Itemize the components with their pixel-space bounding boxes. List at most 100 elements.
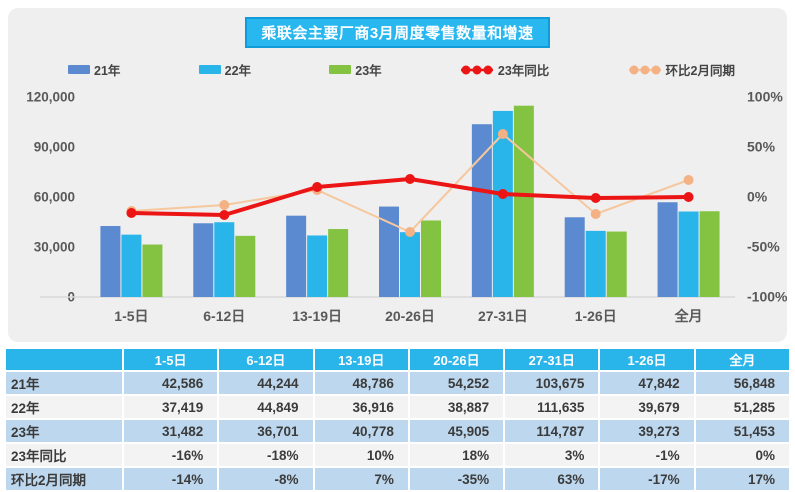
legend-label: 21年 (94, 64, 121, 78)
row-label: 环比2月同期 (4, 466, 124, 492)
bar-21年-全月 (657, 202, 678, 297)
x-axis-label: 27-31日 (478, 308, 528, 324)
cell-22年-13-19日: 36,916 (312, 394, 410, 420)
legend-item-5: 环比2月同期 (628, 60, 735, 79)
bar-21年-13-19日 (286, 215, 307, 297)
cell-环比2月同期-1-5日: -14% (121, 466, 220, 492)
cell-22年-6-12日: 44,849 (217, 394, 315, 420)
legend-label: 23年 (355, 64, 382, 78)
cell-21年-6-12日: 44,244 (217, 370, 315, 396)
cell-环比2月同期-6-12日: -8% (217, 466, 315, 492)
cell-21年-1-26日: 47,842 (598, 370, 696, 396)
line-point-23年同比-1-5日 (126, 208, 137, 218)
legend-swatch-bar (68, 65, 90, 74)
x-axis-label: 1-5日 (114, 308, 148, 324)
legend-label: 22年 (224, 64, 252, 78)
bar-23年-27-31日 (513, 105, 534, 298)
bar-23年-13-19日 (328, 229, 349, 297)
cell-环比2月同期-20-26日: -35% (407, 466, 506, 492)
bar-23年-全月 (699, 211, 720, 297)
bar-22年-6-12日 (214, 222, 235, 297)
cell-环比2月同期-27-31日: 63% (503, 466, 601, 492)
y-axis-right-tick: -50% (747, 239, 780, 255)
y-axis-right-tick: 0% (747, 189, 768, 205)
table-header-27-31日: 27-31日 (503, 347, 601, 372)
bar-22年-13-19日 (307, 235, 328, 297)
table-row-22年: 22年 37,419 44,849 36,916 38,887 111,635 39,679… (4, 394, 792, 420)
y-axis-left-tick: 120,000 (26, 90, 75, 105)
cell-23年-20-26日: 45,905 (407, 418, 506, 444)
cell-21年-27-31日: 103,675 (503, 370, 601, 396)
cell-环比2月同期-13-19日: 7% (312, 466, 410, 492)
cell-23年同比-13-19日: 10% (312, 442, 410, 468)
legend-swatch-bar (198, 65, 221, 74)
cell-22年-20-26日: 38,887 (407, 394, 506, 420)
cell-21年-全月: 56,848 (693, 370, 792, 396)
table-header-row: 1-5日 6-12日 13-19日 20-26日 27-31日 1-26日 全月 (4, 347, 792, 372)
line-point-环比2月同期-27-31日 (497, 129, 508, 139)
combo-chart: 030,00060,00090,000120,000-100%-50%0%50%… (26, 89, 787, 325)
cell-21年-20-26日: 54,252 (407, 370, 506, 396)
line-point-23年同比-1-26日 (590, 193, 601, 203)
legend-swatch-bar (329, 65, 352, 74)
row-label: 22年 (4, 394, 124, 420)
table-header-1-5日: 1-5日 (121, 347, 220, 372)
line-point-23年同比-全月 (683, 192, 694, 202)
cell-23年-1-5日: 31,482 (121, 418, 220, 444)
bar-22年-20-26日 (400, 232, 420, 297)
line-point-环比2月同期-1-26日 (590, 209, 601, 219)
table-header-20-26日: 20-26日 (407, 347, 506, 372)
cell-22年-1-5日: 37,419 (121, 394, 220, 420)
bar-21年-27-31日 (471, 124, 492, 297)
y-axis-right-tick: 50% (747, 139, 776, 155)
cell-21年-1-5日: 42,586 (121, 370, 220, 396)
table-header-全月: 全月 (693, 347, 792, 372)
chart-legend: 21年 22年 23年 23年同比 环比2月同期 (68, 60, 735, 79)
cell-环比2月同期-1-26日: -17% (598, 466, 696, 492)
x-axis-label: 20-26日 (385, 308, 435, 324)
cell-23年同比-20-26日: 18% (407, 442, 506, 468)
table-row-21年: 21年 42,586 44,244 48,786 54,252 103,675 47,842… (4, 370, 792, 396)
line-point-23年同比-20-26日 (405, 174, 415, 184)
bar-23年-1-5日 (142, 244, 163, 297)
y-axis-left-tick: 30,000 (34, 240, 75, 255)
bar-22年-1-26日 (585, 230, 606, 297)
legend-item-2: 22年 (198, 60, 252, 79)
legend-item-1: 21年 (68, 60, 120, 79)
legend-label: 环比2月同期 (665, 64, 735, 78)
x-axis-label: 全月 (674, 308, 703, 324)
cell-23年同比-6-12日: -18% (217, 442, 315, 468)
bar-21年-20-26日 (379, 206, 399, 297)
bar-23年-20-26日 (421, 220, 441, 297)
table-header-6-12日: 6-12日 (217, 347, 315, 372)
table-row-23年: 23年 31,482 36,701 40,778 45,905 114,787 39,273… (4, 418, 792, 444)
cell-23年-1-26日: 39,273 (598, 418, 696, 444)
row-label: 21年 (4, 370, 124, 396)
table-row-23年同比: 23年同比 -16% -18% 10% 18% 3% -1% 0% (4, 442, 792, 468)
cell-23年同比-27-31日: 3% (503, 442, 601, 468)
x-axis-label: 1-26日 (575, 308, 617, 324)
y-axis-left-tick: 90,000 (34, 140, 75, 155)
cell-环比2月同期-全月: 17% (693, 466, 792, 492)
bar-21年-1-5日 (100, 226, 121, 297)
x-axis-label: 6-12日 (203, 308, 245, 324)
line-point-23年同比-13-19日 (312, 182, 323, 192)
data-table: 1-5日 6-12日 13-19日 20-26日 27-31日 1-26日 全月 21年 42,… (4, 347, 792, 492)
table-row-环比2月同期: 环比2月同期 -14% -8% 7% -35% 63% -17% 17% (4, 466, 792, 492)
line-point-环比2月同期-全月 (683, 175, 694, 185)
bar-21年-6-12日 (193, 223, 214, 297)
cell-23年同比-1-26日: -1% (598, 442, 696, 468)
bar-23年-1-26日 (606, 231, 627, 297)
cell-23年同比-1-5日: -16% (121, 442, 220, 468)
line-point-23年同比-27-31日 (497, 189, 508, 199)
cell-22年-1-26日: 39,679 (598, 394, 696, 420)
y-axis-right-tick: 100% (747, 89, 783, 105)
legend-swatch-line (628, 65, 661, 74)
row-label: 23年同比 (4, 442, 124, 468)
bar-22年-全月 (678, 211, 699, 297)
line-point-23年同比-6-12日 (219, 210, 230, 220)
legend-item-3: 23年 (329, 60, 382, 79)
cell-22年-全月: 51,285 (693, 394, 792, 420)
legend-item-4: 23年同比 (460, 60, 549, 79)
cell-21年-13-19日: 48,786 (312, 370, 410, 396)
